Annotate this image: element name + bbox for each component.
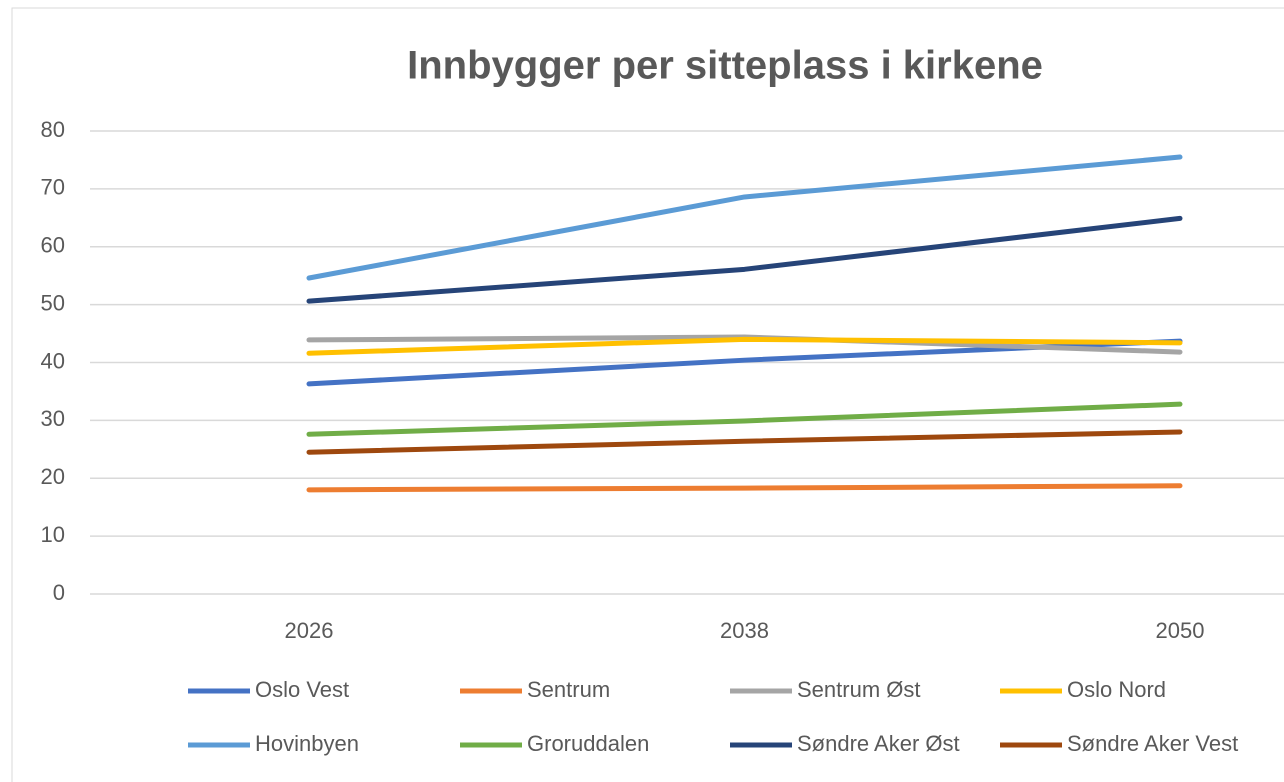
legend-label: Sentrum Øst (797, 677, 920, 702)
y-tick-label: 40 (41, 348, 65, 373)
y-tick-label: 0 (53, 580, 65, 605)
y-tick-label: 30 (41, 406, 65, 431)
series-line (306, 215, 1183, 304)
legend-label: Oslo Nord (1067, 677, 1166, 702)
y-tick-label: 80 (41, 117, 65, 142)
y-tick-label: 60 (41, 233, 65, 258)
series-line (306, 483, 1183, 493)
series-line (306, 154, 1183, 281)
legend-label: Søndre Aker Vest (1067, 731, 1238, 756)
y-tick-label: 70 (41, 175, 65, 200)
chart-title: Innbygger per sitteplass i kirkene (407, 44, 1043, 88)
y-tick-label: 10 (41, 522, 65, 547)
series-line (306, 336, 1183, 356)
chart-border (11, 7, 1284, 782)
x-tick-label: 2050 (1156, 618, 1205, 643)
legend-label: Oslo Vest (255, 677, 349, 702)
legend-label: Søndre Aker Øst (797, 731, 960, 756)
legend-label: Groruddalen (527, 731, 649, 756)
legend-label: Sentrum (527, 677, 610, 702)
y-tick-label: 50 (41, 290, 65, 315)
y-tick-label: 20 (41, 464, 65, 489)
x-tick-label: 2026 (285, 618, 334, 643)
x-tick-label: 2038 (720, 618, 769, 643)
series-line (306, 429, 1183, 455)
series-line (306, 401, 1183, 437)
legend-label: Hovinbyen (255, 731, 359, 756)
